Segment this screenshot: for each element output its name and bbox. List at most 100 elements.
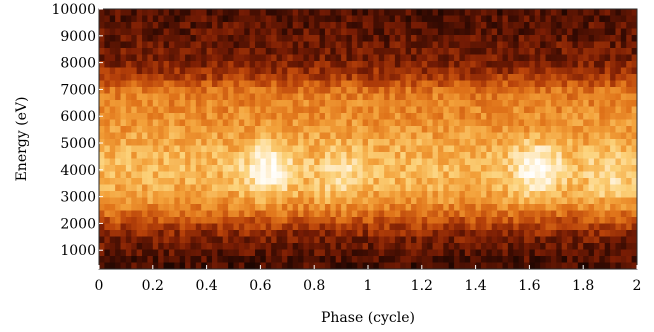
heatmap-cell [238,41,245,49]
heatmap-cell [238,165,245,173]
heatmap-cell [593,145,600,153]
heatmap-cell [507,171,514,179]
heatmap-cell [147,87,154,95]
heatmap-cell [125,230,132,238]
heatmap-cell [427,119,434,127]
heatmap-cell [593,223,600,231]
heatmap-cell [518,230,525,238]
heatmap-cell [459,165,466,173]
heatmap-cell [276,197,283,205]
heatmap-cell [405,139,412,147]
heatmap-cell [583,145,590,153]
heatmap-cell [368,217,374,225]
heatmap-cell [168,210,175,218]
heatmap-cell [443,100,450,108]
heatmap-cell [507,132,514,140]
heatmap-cell [567,67,574,75]
heatmap-cell [217,67,224,75]
heatmap-cell [335,158,342,166]
heatmap-cell [303,184,310,192]
heatmap-cell [249,178,256,186]
heatmap-cell [362,80,369,88]
heatmap-cell [292,184,299,192]
heatmap-cell [276,35,283,43]
heatmap-cell [545,93,552,101]
heatmap-cell [593,249,600,257]
heatmap-cell [389,67,396,75]
heatmap-cell [502,243,509,251]
heatmap-cell [206,204,213,212]
heatmap-cell [529,217,536,225]
heatmap-cell [610,191,617,199]
heatmap-cell [255,191,261,199]
heatmap-cell [142,256,149,264]
heatmap-cell [271,191,278,199]
heatmap-cell [185,100,192,108]
heatmap-cell [174,41,181,49]
heatmap-cell [314,223,321,231]
heatmap-cell [556,243,563,251]
heatmap-cell [416,113,423,121]
heatmap-cell [507,152,514,160]
heatmap-cell [437,67,444,75]
heatmap-cell [211,100,218,108]
heatmap-cell [631,74,637,82]
heatmap-cell [308,165,315,173]
heatmap-cell [314,106,321,114]
heatmap-cell [626,236,633,244]
heatmap-cell [271,119,278,127]
heatmap-cell [610,22,617,30]
heatmap-cell [115,61,122,69]
heatmap-cell [195,87,202,95]
heatmap-cell [567,243,574,251]
heatmap-cell [314,230,321,238]
heatmap-cell [292,87,299,95]
heatmap-cell [131,22,138,30]
heatmap-cell [567,184,574,192]
heatmap-cell [314,80,321,88]
heatmap-cell [292,54,299,62]
heatmap-cell [556,35,563,43]
heatmap-cell [179,80,186,88]
heatmap-cell [308,41,315,49]
heatmap-cell [222,61,229,69]
heatmap-cell [394,158,401,166]
heatmap-cell [281,119,288,127]
heatmap-cell [620,152,627,160]
heatmap-cell [255,217,261,225]
heatmap-cell [626,262,633,269]
heatmap-cell [599,48,606,56]
heatmap-cell [158,35,165,43]
heatmap-cell [308,132,315,140]
heatmap-cell [513,223,520,231]
heatmap-cell [125,93,132,101]
heatmap-cell [163,178,170,186]
heatmap-cell [195,178,202,186]
heatmap-cell [115,178,122,186]
heatmap-cell [158,210,165,218]
heatmap-cell [319,41,326,49]
heatmap-cell [561,61,568,69]
heatmap-cell [524,67,530,75]
heatmap-cell [125,210,132,218]
heatmap-cell [577,132,584,140]
heatmap-cell [556,22,563,30]
heatmap-cell [626,197,633,205]
heatmap-cell [260,171,267,179]
heatmap-cell [470,67,477,75]
heatmap-cell [265,152,272,160]
heatmap-cell [292,74,299,82]
heatmap-cell [545,145,552,153]
heatmap-cell [168,106,175,114]
heatmap-cell [454,171,461,179]
heatmap-cell [373,28,380,36]
heatmap-cell [244,61,251,69]
heatmap-cell [341,165,348,173]
heatmap-cell [432,145,439,153]
heatmap-cell [174,139,181,147]
heatmap-cell [588,113,595,121]
heatmap-cell [341,119,348,127]
heatmap-cell [437,87,444,95]
heatmap-cell [357,100,364,108]
heatmap-cell [572,165,579,173]
